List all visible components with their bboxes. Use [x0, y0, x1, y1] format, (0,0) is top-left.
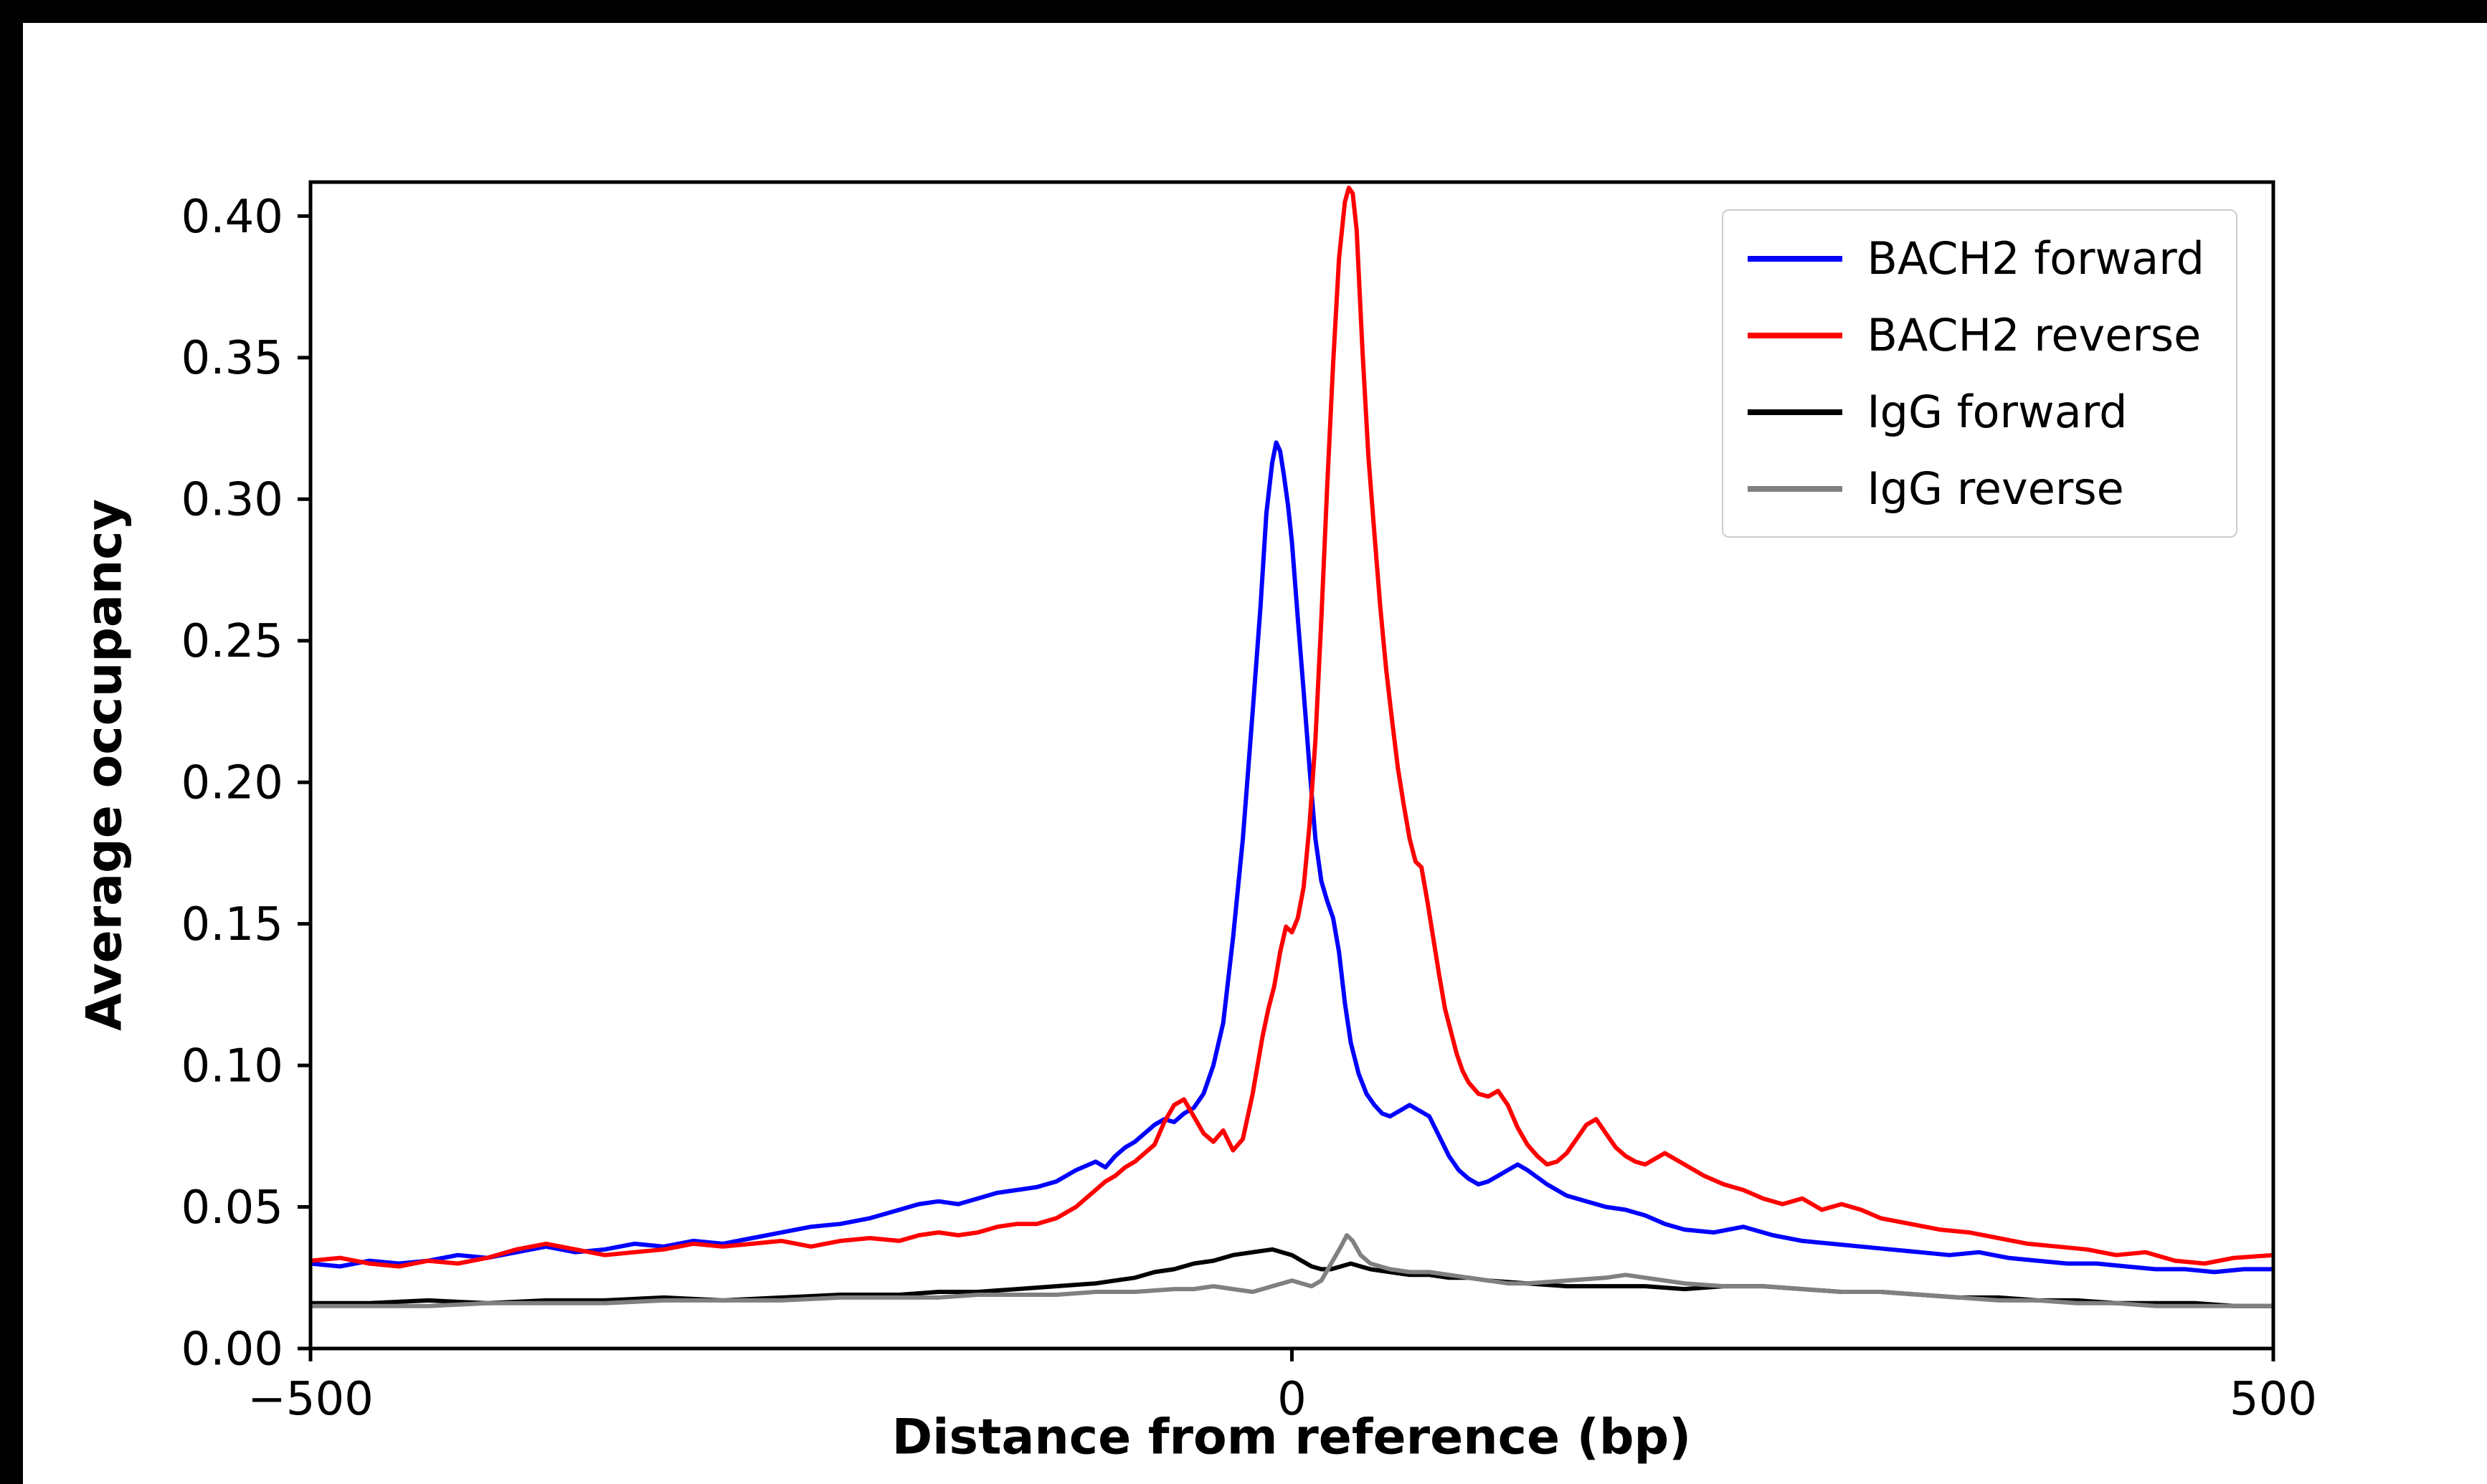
left-edge-bar	[0, 0, 23, 1484]
legend-label: IgG forward	[1867, 386, 2128, 438]
legend-line-swatch	[1748, 485, 1843, 492]
legend-label: IgG reverse	[1867, 462, 2124, 515]
x-tick-label: −500	[247, 1373, 374, 1426]
y-tick-label: 0.25	[181, 615, 284, 668]
axes-spines	[308, 180, 2275, 1351]
x-tick-label: 500	[2230, 1373, 2317, 1426]
y-tick-label: 0.30	[181, 474, 284, 527]
legend-entry: IgG reverse	[1748, 462, 2204, 515]
y-tick-label: 0.15	[181, 898, 284, 951]
y-tick-label: 0.20	[181, 757, 284, 810]
legend-label: BACH2 forward	[1867, 232, 2204, 285]
y-tick-label: 0.35	[181, 332, 284, 385]
legend-label: BACH2 reverse	[1867, 309, 2202, 361]
top-edge-bar	[0, 0, 2487, 23]
series-line-igg-reverse	[311, 1233, 2273, 1308]
y-tick-label: 0.00	[181, 1323, 284, 1376]
y-axis-label: Average occupancy	[76, 499, 133, 1031]
x-tick-label: 0	[1277, 1373, 1307, 1426]
legend: BACH2 forward BACH2 reverse IgG forward …	[1722, 209, 2237, 538]
legend-entry: IgG forward	[1748, 386, 2204, 438]
y-tick-label: 0.05	[181, 1181, 284, 1235]
legend-line-swatch	[1748, 409, 1843, 415]
legend-entry: BACH2 reverse	[1748, 309, 2204, 361]
legend-line-swatch	[1748, 255, 1843, 262]
legend-line-swatch	[1748, 332, 1843, 338]
series-line-bach2-forward	[311, 440, 2273, 1275]
x-axis-label: Distance from reference (bp)	[891, 1409, 1692, 1466]
series-line-bach2-reverse	[311, 185, 2273, 1269]
legend-entry: BACH2 forward	[1748, 232, 2204, 285]
y-tick-label: 0.10	[181, 1040, 284, 1093]
y-tick-label: 0.40	[181, 191, 284, 244]
